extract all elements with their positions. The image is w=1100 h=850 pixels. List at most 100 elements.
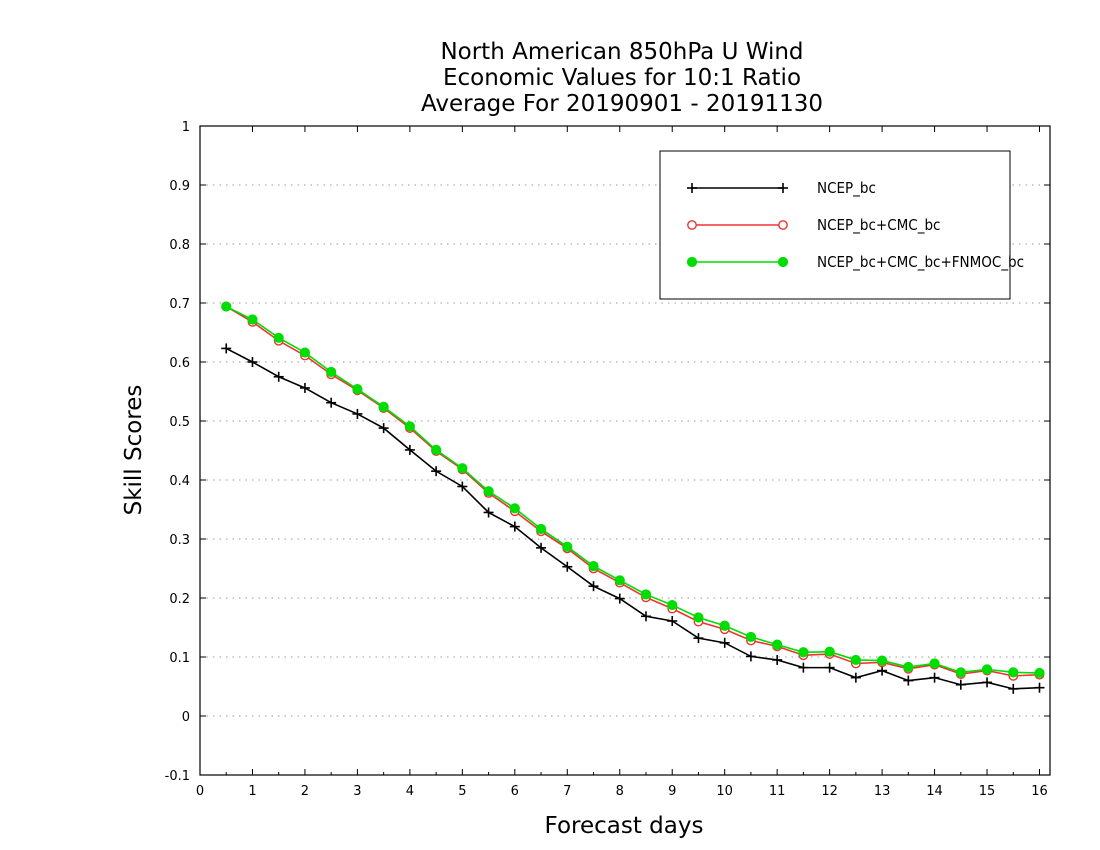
y-tick-label: 0.6 bbox=[169, 356, 190, 371]
data-point bbox=[929, 672, 940, 683]
series-1 bbox=[221, 343, 1045, 694]
data-point bbox=[431, 466, 442, 477]
x-tick-label: 2 bbox=[301, 784, 309, 799]
x-tick-label: 7 bbox=[563, 784, 571, 799]
data-point bbox=[352, 384, 363, 395]
data-point bbox=[431, 444, 442, 456]
y-tick-label: 0.4 bbox=[169, 474, 190, 489]
data-point bbox=[850, 654, 861, 666]
legend-label: NCEP_bc+CMC_bc bbox=[817, 216, 940, 235]
data-point bbox=[535, 523, 547, 535]
data-point bbox=[955, 679, 966, 690]
y-tick-label: 0.2 bbox=[169, 592, 190, 607]
x-tick-label: 14 bbox=[926, 784, 943, 799]
series-3 bbox=[221, 301, 1045, 679]
data-point bbox=[562, 561, 573, 572]
x-tick-label: 0 bbox=[196, 784, 204, 799]
data-point bbox=[1034, 667, 1045, 679]
axis-ticks: -0.100.10.20.30.40.50.60.70.80.910 1 2 3 4 5 6… bbox=[165, 120, 1050, 799]
x-tick-label: 11 bbox=[769, 784, 786, 799]
data-point bbox=[326, 397, 337, 408]
x-tick-label: 12 bbox=[821, 784, 838, 799]
data-point bbox=[299, 347, 311, 358]
data-point bbox=[667, 599, 678, 611]
y-axis-label: Skill Scores bbox=[121, 385, 147, 516]
data-point bbox=[247, 314, 258, 325]
y-tick-label: -0.1 bbox=[165, 769, 190, 784]
series-line bbox=[225, 305, 1040, 677]
x-axis-label: Forecast days bbox=[545, 813, 704, 839]
data-point bbox=[955, 667, 966, 678]
legend: NCEP_bc NCEP_bc+CMC_bc NCEP_bc+CMC_bc+FNMO… bbox=[659, 150, 1024, 300]
data-point bbox=[247, 357, 258, 367]
legend-marker bbox=[686, 256, 698, 268]
data-point bbox=[378, 423, 389, 434]
data-point bbox=[614, 575, 625, 586]
data-point bbox=[483, 486, 494, 497]
data-point bbox=[614, 593, 625, 604]
data-point bbox=[824, 662, 835, 673]
data-point bbox=[1034, 682, 1045, 693]
y-tick-label: 0 bbox=[182, 710, 190, 725]
data-point bbox=[457, 481, 468, 492]
data-point bbox=[483, 507, 494, 518]
data-point bbox=[221, 343, 232, 354]
title-line: Average For 20190901 - 20191130 bbox=[421, 91, 823, 117]
data-point bbox=[221, 301, 232, 312]
legend-marker bbox=[687, 220, 697, 230]
data-point bbox=[903, 661, 914, 673]
x-tick-label: 4 bbox=[406, 784, 414, 799]
title-line: Economic Values for 10:1 Ratio bbox=[443, 65, 801, 91]
x-tick-label: 9 bbox=[668, 784, 676, 799]
data-point bbox=[509, 521, 520, 532]
data-point bbox=[667, 616, 678, 627]
data-point bbox=[982, 677, 993, 688]
plot-frame bbox=[199, 125, 1051, 776]
y-tick-label: 0.1 bbox=[169, 651, 190, 666]
data-point bbox=[798, 647, 809, 658]
data-point bbox=[588, 581, 599, 592]
data-point bbox=[404, 421, 415, 432]
data-point bbox=[404, 444, 415, 455]
data-point bbox=[378, 401, 389, 412]
x-tick-label: 16 bbox=[1031, 784, 1048, 799]
data-point bbox=[299, 382, 310, 393]
data-point bbox=[929, 658, 940, 669]
legend-item: NCEP_bc bbox=[687, 179, 876, 198]
series-line bbox=[225, 347, 1040, 690]
data-point bbox=[981, 664, 993, 675]
x-tick-label: 13 bbox=[874, 784, 891, 799]
legend-item: NCEP_bc+CMC_bc+FNMOC_bc bbox=[686, 253, 1024, 272]
x-tick-label: 10 bbox=[716, 784, 733, 799]
data-point bbox=[745, 651, 756, 662]
data-point bbox=[877, 665, 888, 676]
data-point bbox=[640, 589, 652, 600]
data-point bbox=[693, 612, 704, 623]
y-tick-label: 0.5 bbox=[169, 415, 190, 430]
x-tick-label: 3 bbox=[353, 784, 361, 799]
series-2 bbox=[221, 301, 1045, 681]
legend-marker bbox=[778, 220, 788, 230]
data-point bbox=[719, 620, 730, 631]
data-point bbox=[273, 371, 284, 382]
y-tick-label: 0.3 bbox=[169, 533, 190, 548]
data-point bbox=[326, 366, 337, 378]
data-point bbox=[693, 633, 704, 644]
data-point bbox=[824, 646, 835, 657]
data-point bbox=[457, 463, 468, 474]
data-point bbox=[745, 631, 757, 643]
data-point bbox=[536, 542, 547, 553]
data-point bbox=[876, 655, 888, 666]
data-point bbox=[719, 637, 730, 648]
x-tick-label: 1 bbox=[248, 784, 256, 799]
legend-marker bbox=[687, 183, 697, 193]
title-line: North American 850hPa U Wind bbox=[440, 39, 803, 65]
y-tick-label: 0.9 bbox=[169, 179, 190, 194]
data-point bbox=[1008, 667, 1019, 678]
y-tick-label: 0.8 bbox=[169, 238, 190, 253]
data-point bbox=[850, 672, 861, 683]
x-tick-label: 5 bbox=[458, 784, 466, 799]
legend-label: NCEP_bc+CMC_bc+FNMOC_bc bbox=[817, 253, 1024, 272]
